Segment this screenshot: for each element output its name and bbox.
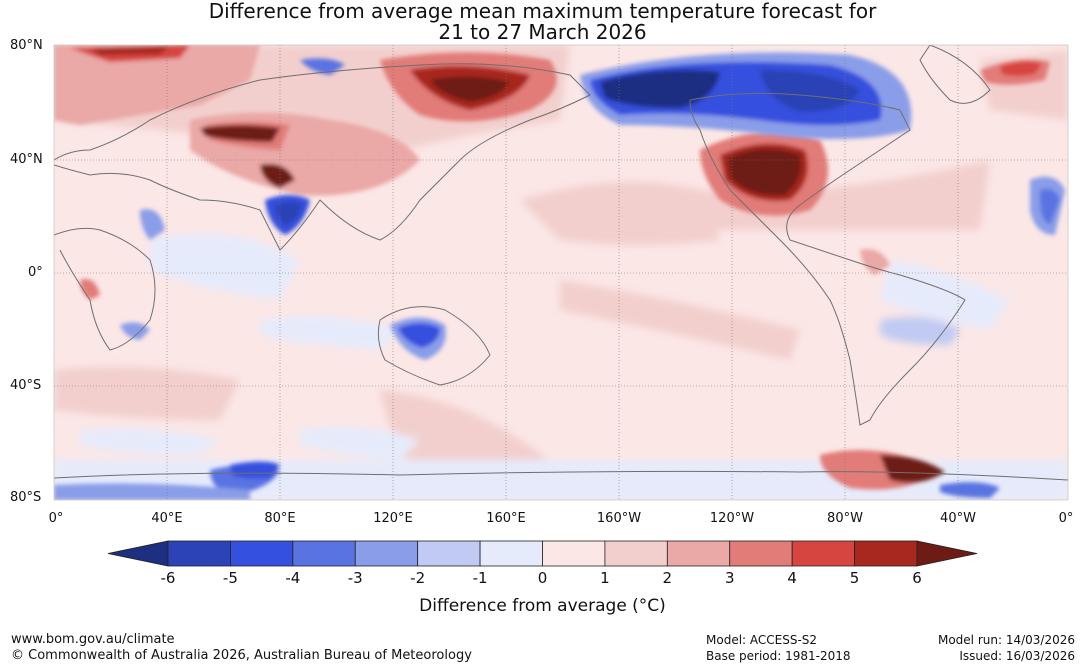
lat-label-0: 0° (28, 265, 43, 280)
lon-label-80e: 80°E (264, 511, 296, 526)
lon-label-120e: 120°E (373, 511, 413, 526)
graticule (54, 45, 1068, 500)
footer-model-run: Model run: 14/03/2026 (937, 633, 1075, 647)
lon-label-40e: 40°E (151, 511, 183, 526)
colorbar-tick-label: -5 (222, 569, 238, 587)
lat-label-80n: 80°N (10, 38, 43, 53)
colorbar-segment (729, 540, 793, 567)
colorbar-segment (354, 540, 419, 567)
colorbar-segment (167, 540, 231, 567)
lat-label-40s: 40°S (10, 378, 42, 393)
colorbar-tick-label: -1 (472, 569, 488, 587)
colorbar-segment (417, 540, 481, 567)
cold-anomalies (54, 52, 1065, 500)
map-title-line-1: Difference from average mean maximum tem… (208, 0, 877, 23)
lat-label-40n: 40°N (10, 152, 43, 167)
colorbar-segment (666, 540, 731, 567)
lat-label-80s: 80°S (10, 490, 42, 505)
colorbar-segment (604, 540, 668, 567)
lon-label-40w: 40°W (940, 511, 976, 526)
colorbar-extend-low (107, 540, 169, 567)
lon-label-0-left: 0° (48, 511, 64, 526)
colorbar-tick-label: 3 (724, 569, 735, 587)
lon-label-160w: 160°W (596, 511, 642, 526)
colorbar-tick-label: -6 (160, 569, 176, 587)
colorbar-tick-label: 0 (537, 569, 548, 587)
lon-label-120w: 120°W (709, 511, 755, 526)
colorbar (107, 540, 978, 567)
footer-website[interactable]: www.bom.gov.au/climate (11, 632, 175, 647)
colorbar-tick-label: 2 (662, 569, 673, 587)
coastlines (54, 45, 1068, 481)
colorbar-segment (854, 540, 918, 567)
colorbar-segment (542, 540, 606, 567)
lon-label-0-right: 0° (1058, 511, 1074, 526)
footer-issued: Issued: 16/03/2026 (959, 649, 1075, 663)
colorbar-extend-high (916, 540, 978, 567)
colorbar-title: Difference from average (°C) (419, 596, 666, 616)
map-frame (53, 44, 1069, 501)
colorbar-tick-label: 6 (912, 569, 922, 587)
warm-anomalies (54, 45, 1050, 490)
lon-label-80w: 80°W (827, 511, 863, 526)
footer-model: Model: ACCESS-S2 (706, 633, 818, 647)
colorbar-tick-label: 5 (849, 569, 860, 587)
colorbar-tick-label: -4 (285, 569, 301, 587)
colorbar-segment (479, 540, 543, 567)
colorbar-tick-label: -3 (347, 569, 363, 587)
colorbar-tick-label: 4 (787, 569, 797, 587)
colorbar-tick-label: 1 (600, 569, 610, 587)
footer-copyright: © Commonwealth of Australia 2026, Austra… (11, 648, 472, 663)
colorbar-segment (230, 540, 294, 567)
colorbar-segment (791, 540, 855, 567)
colorbar-segment (292, 540, 356, 567)
footer-base-period: Base period: 1981-2018 (706, 649, 851, 663)
lon-label-160e: 160°E (486, 511, 526, 526)
colorbar-tick-label: -2 (410, 569, 426, 587)
map-title-line-2: 21 to 27 March 2026 (438, 20, 647, 44)
